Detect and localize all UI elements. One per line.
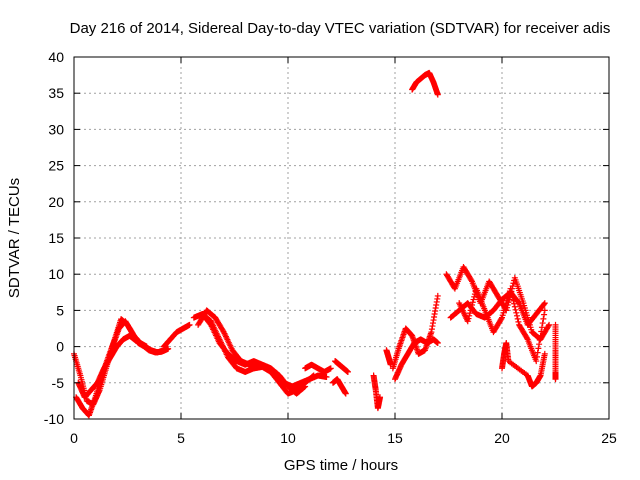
data-point — [536, 336, 543, 343]
data-point — [533, 353, 540, 360]
y-tick-label: -10 — [44, 411, 64, 427]
data-point — [434, 339, 441, 346]
data-point — [469, 299, 476, 306]
y-tick-label: 15 — [48, 230, 64, 246]
series-track-t — [552, 321, 559, 383]
data-point — [509, 294, 516, 301]
series-track-d — [160, 321, 193, 350]
data-point — [511, 300, 518, 307]
data-point — [515, 318, 522, 325]
data-point — [327, 365, 334, 372]
data-point — [541, 311, 548, 318]
data-point — [468, 304, 475, 311]
data-point — [464, 318, 471, 325]
y-axis-label: SDTVAR / TECUs — [6, 178, 23, 298]
y-tick-label: 35 — [48, 85, 64, 101]
data-point — [523, 335, 530, 342]
data-point — [541, 300, 548, 307]
data-point — [512, 306, 519, 313]
data-point — [535, 345, 542, 352]
data-point — [514, 315, 521, 322]
series-track-g — [199, 311, 309, 397]
data-point — [511, 303, 518, 310]
data-point — [344, 368, 351, 375]
data-point — [546, 321, 553, 328]
data-point — [469, 301, 476, 308]
data-point — [323, 374, 330, 381]
data-point — [552, 376, 559, 383]
data-point — [470, 296, 477, 303]
series-track-r — [456, 285, 548, 365]
y-tick-label: 40 — [48, 49, 64, 65]
x-tick-label: 5 — [177, 430, 185, 446]
x-tick-label: 25 — [601, 430, 617, 446]
data-point — [510, 297, 517, 304]
data-point — [539, 320, 546, 327]
axis-ticks: 0 5 10 15 20 25 -10 -5 0 5 10 15 20 25 30 35 40 — [44, 49, 617, 446]
data-point — [541, 307, 548, 314]
x-tick-label: 20 — [494, 430, 510, 446]
data-point — [471, 293, 478, 300]
data-point — [507, 285, 514, 292]
series-track-i — [332, 358, 351, 375]
data-point — [465, 315, 472, 322]
series-track-n — [392, 336, 441, 383]
series-track-c — [75, 332, 172, 401]
series-track-j — [329, 376, 349, 397]
series-track-o — [409, 69, 441, 98]
data-point — [466, 310, 473, 317]
y-tick-label: 25 — [48, 158, 64, 174]
series-track-h — [302, 361, 334, 375]
data-point — [541, 301, 548, 308]
x-tick-label: 0 — [70, 430, 78, 446]
data-point — [536, 341, 543, 348]
data-point — [377, 394, 384, 401]
data-point — [540, 315, 547, 322]
y-tick-label: 30 — [48, 121, 64, 137]
data-point — [434, 292, 441, 299]
data-point — [545, 323, 552, 330]
data-point — [538, 324, 545, 331]
x-tick-label: 15 — [387, 430, 403, 446]
chart-title: Day 216 of 2014, Sidereal Day-to-day VTE… — [70, 20, 611, 37]
data-point — [342, 390, 349, 397]
data-point — [498, 315, 505, 322]
data-point — [186, 321, 193, 328]
series-track-b — [73, 316, 150, 419]
data-point — [534, 349, 541, 356]
data-point — [508, 291, 515, 298]
y-tick-label: 20 — [48, 194, 64, 210]
data-point — [533, 358, 540, 365]
data-point — [468, 277, 475, 284]
data-point — [302, 383, 309, 390]
x-tick-label: 10 — [280, 430, 296, 446]
series-track-s — [499, 339, 548, 390]
series-track-m — [389, 292, 441, 372]
data-point — [510, 280, 517, 287]
data-point — [301, 384, 308, 391]
data-point — [434, 91, 441, 98]
y-tick-label: 0 — [56, 339, 64, 355]
y-tick-label: 5 — [56, 302, 64, 318]
data-point — [541, 350, 548, 357]
data-point — [538, 328, 545, 335]
data-point — [508, 288, 515, 295]
data-point — [466, 312, 473, 319]
data-point — [537, 332, 544, 339]
y-tick-label: -5 — [52, 375, 65, 391]
y-tick-label: 10 — [48, 266, 64, 282]
series-track-f — [195, 307, 330, 390]
data-point — [467, 307, 474, 314]
x-axis-label: GPS time / hours — [284, 457, 398, 474]
data-point — [513, 309, 520, 316]
data-point — [513, 312, 520, 319]
series-track-k — [370, 372, 384, 412]
data-point — [165, 345, 172, 352]
series-track-l — [383, 347, 394, 368]
data-points — [71, 69, 559, 419]
